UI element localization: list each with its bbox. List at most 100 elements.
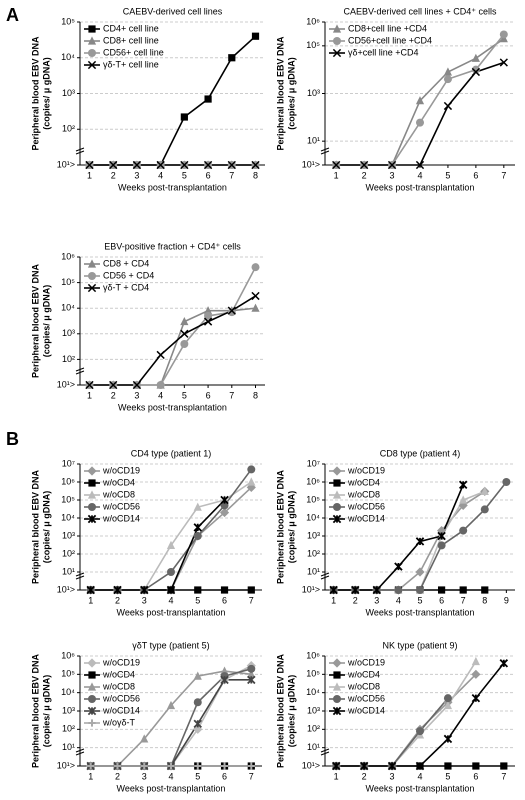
marker (204, 95, 212, 103)
marker (471, 53, 480, 62)
legend-label: w/oCD14 (102, 705, 140, 715)
marker (247, 477, 256, 486)
y-tick-label: 10⁴ (61, 303, 75, 313)
legend-label: w/oCD4 (347, 477, 380, 487)
legend-label: w/oCD56 (102, 501, 140, 511)
y-tick-label: 10³ (62, 530, 75, 540)
x-tick-label: 4 (417, 771, 422, 781)
chart-title: CD4 type (patient 1) (131, 448, 212, 458)
panel-label: A (6, 5, 19, 25)
y-tick-label: 10² (307, 724, 320, 734)
x-tick-label: 2 (362, 771, 367, 781)
x-tick-label: 4 (158, 170, 163, 180)
marker (194, 586, 202, 594)
legend-label: CD8+cell line +CD4 (348, 23, 427, 33)
marker (444, 762, 452, 770)
legend-label: CD56+ cell line (103, 47, 164, 57)
x-tick-label: 6 (222, 771, 227, 781)
legend-label: CD56+cell line +CD4 (348, 35, 432, 45)
marker (180, 316, 189, 326)
axis-break (320, 748, 330, 756)
y-tick-label: 10⁴ (306, 687, 320, 697)
marker (471, 693, 481, 703)
x-tick-label: 7 (229, 390, 234, 400)
legend-marker (87, 259, 97, 268)
y-tick-label: 10⁶ (306, 16, 320, 26)
legend-label: CD8 + CD4 (103, 258, 149, 268)
y-tick-label: 10⁴ (61, 687, 75, 697)
x-tick-label: 7 (461, 595, 466, 605)
series-line (89, 307, 256, 386)
marker (220, 586, 229, 594)
x-tick-label: 4 (396, 595, 401, 605)
marker (193, 523, 203, 532)
y-tick-label: 10⁵ (306, 40, 320, 50)
marker (251, 291, 260, 301)
y-tick-label: 10⁵ (306, 669, 320, 679)
legend-label: w/oCD8 (347, 681, 380, 691)
chart-title: CAEBV-derived cell lines (123, 6, 223, 16)
y-tick-label: 10³ (62, 88, 75, 98)
x-tick-label: 1 (331, 595, 336, 605)
legend-label: w/oCD8 (347, 489, 380, 499)
y-tick-label: 10⁵ (61, 669, 75, 679)
legend-marker (88, 695, 96, 703)
marker (459, 586, 467, 594)
x-tick-label: 7 (249, 595, 254, 605)
legend-marker (333, 671, 341, 679)
legend-label: w/oCD56 (347, 693, 385, 703)
marker (156, 160, 165, 170)
marker (458, 480, 468, 490)
legend-marker (87, 283, 97, 293)
x-axis-label: Weeks post-transplantation (366, 607, 475, 617)
legend-label: w/oCD4 (102, 477, 135, 487)
y-tick-label: 10⁶ (61, 476, 75, 486)
x-tick-label: 8 (482, 595, 487, 605)
y-tick-label: 10¹> (57, 159, 75, 169)
chart: CAEBV-derived cell lines 10¹> 10² 10³ 10⁴ 10⁵… (30, 6, 265, 192)
y-tick-label: 10⁴ (61, 512, 75, 522)
y-tick-label: 10⁷ (307, 458, 320, 468)
y-tick-label: 10⁵ (61, 494, 75, 504)
x-tick-label: 2 (111, 170, 116, 180)
marker (85, 380, 94, 390)
marker (471, 65, 480, 74)
marker (167, 568, 175, 576)
marker (251, 160, 260, 170)
y-axis-label: (copies/ μ gDNA) (41, 285, 51, 358)
legend-marker (333, 695, 341, 703)
marker (220, 675, 229, 685)
marker (219, 507, 230, 518)
legend-marker (332, 706, 342, 716)
y-tick-label: 10⁵ (61, 16, 75, 26)
y-tick-label: 10² (62, 124, 75, 134)
marker (220, 501, 229, 510)
x-tick-label: 3 (142, 771, 147, 781)
legend-marker (87, 60, 97, 70)
x-tick-label: 4 (158, 390, 163, 400)
x-tick-label: 7 (229, 170, 234, 180)
x-tick-label: 3 (134, 170, 139, 180)
marker (415, 761, 425, 771)
marker (459, 526, 468, 535)
x-axis-label: Weeks post-transplantation (117, 783, 226, 793)
axis-break (320, 147, 330, 155)
marker (443, 734, 453, 744)
y-axis-label: (copies/ μ gDNA) (41, 675, 51, 748)
legend-marker (333, 37, 341, 45)
chart-title: γδT type (patient 5) (132, 640, 209, 650)
y-tick-label: 10³ (62, 705, 75, 715)
marker (459, 495, 468, 504)
y-tick-label: 10¹> (302, 760, 320, 770)
marker (443, 75, 452, 84)
marker (87, 762, 95, 770)
x-tick-label: 6 (473, 170, 478, 180)
legend-marker (88, 272, 96, 280)
x-tick-label: 4 (417, 170, 422, 180)
legend-label: w/oCD19 (102, 465, 140, 475)
y-axis-label: (copies/ μ gDNA) (41, 491, 51, 564)
legend-marker (332, 48, 342, 58)
x-tick-label: 6 (439, 595, 444, 605)
x-tick-label: 5 (195, 771, 200, 781)
marker (415, 537, 425, 546)
